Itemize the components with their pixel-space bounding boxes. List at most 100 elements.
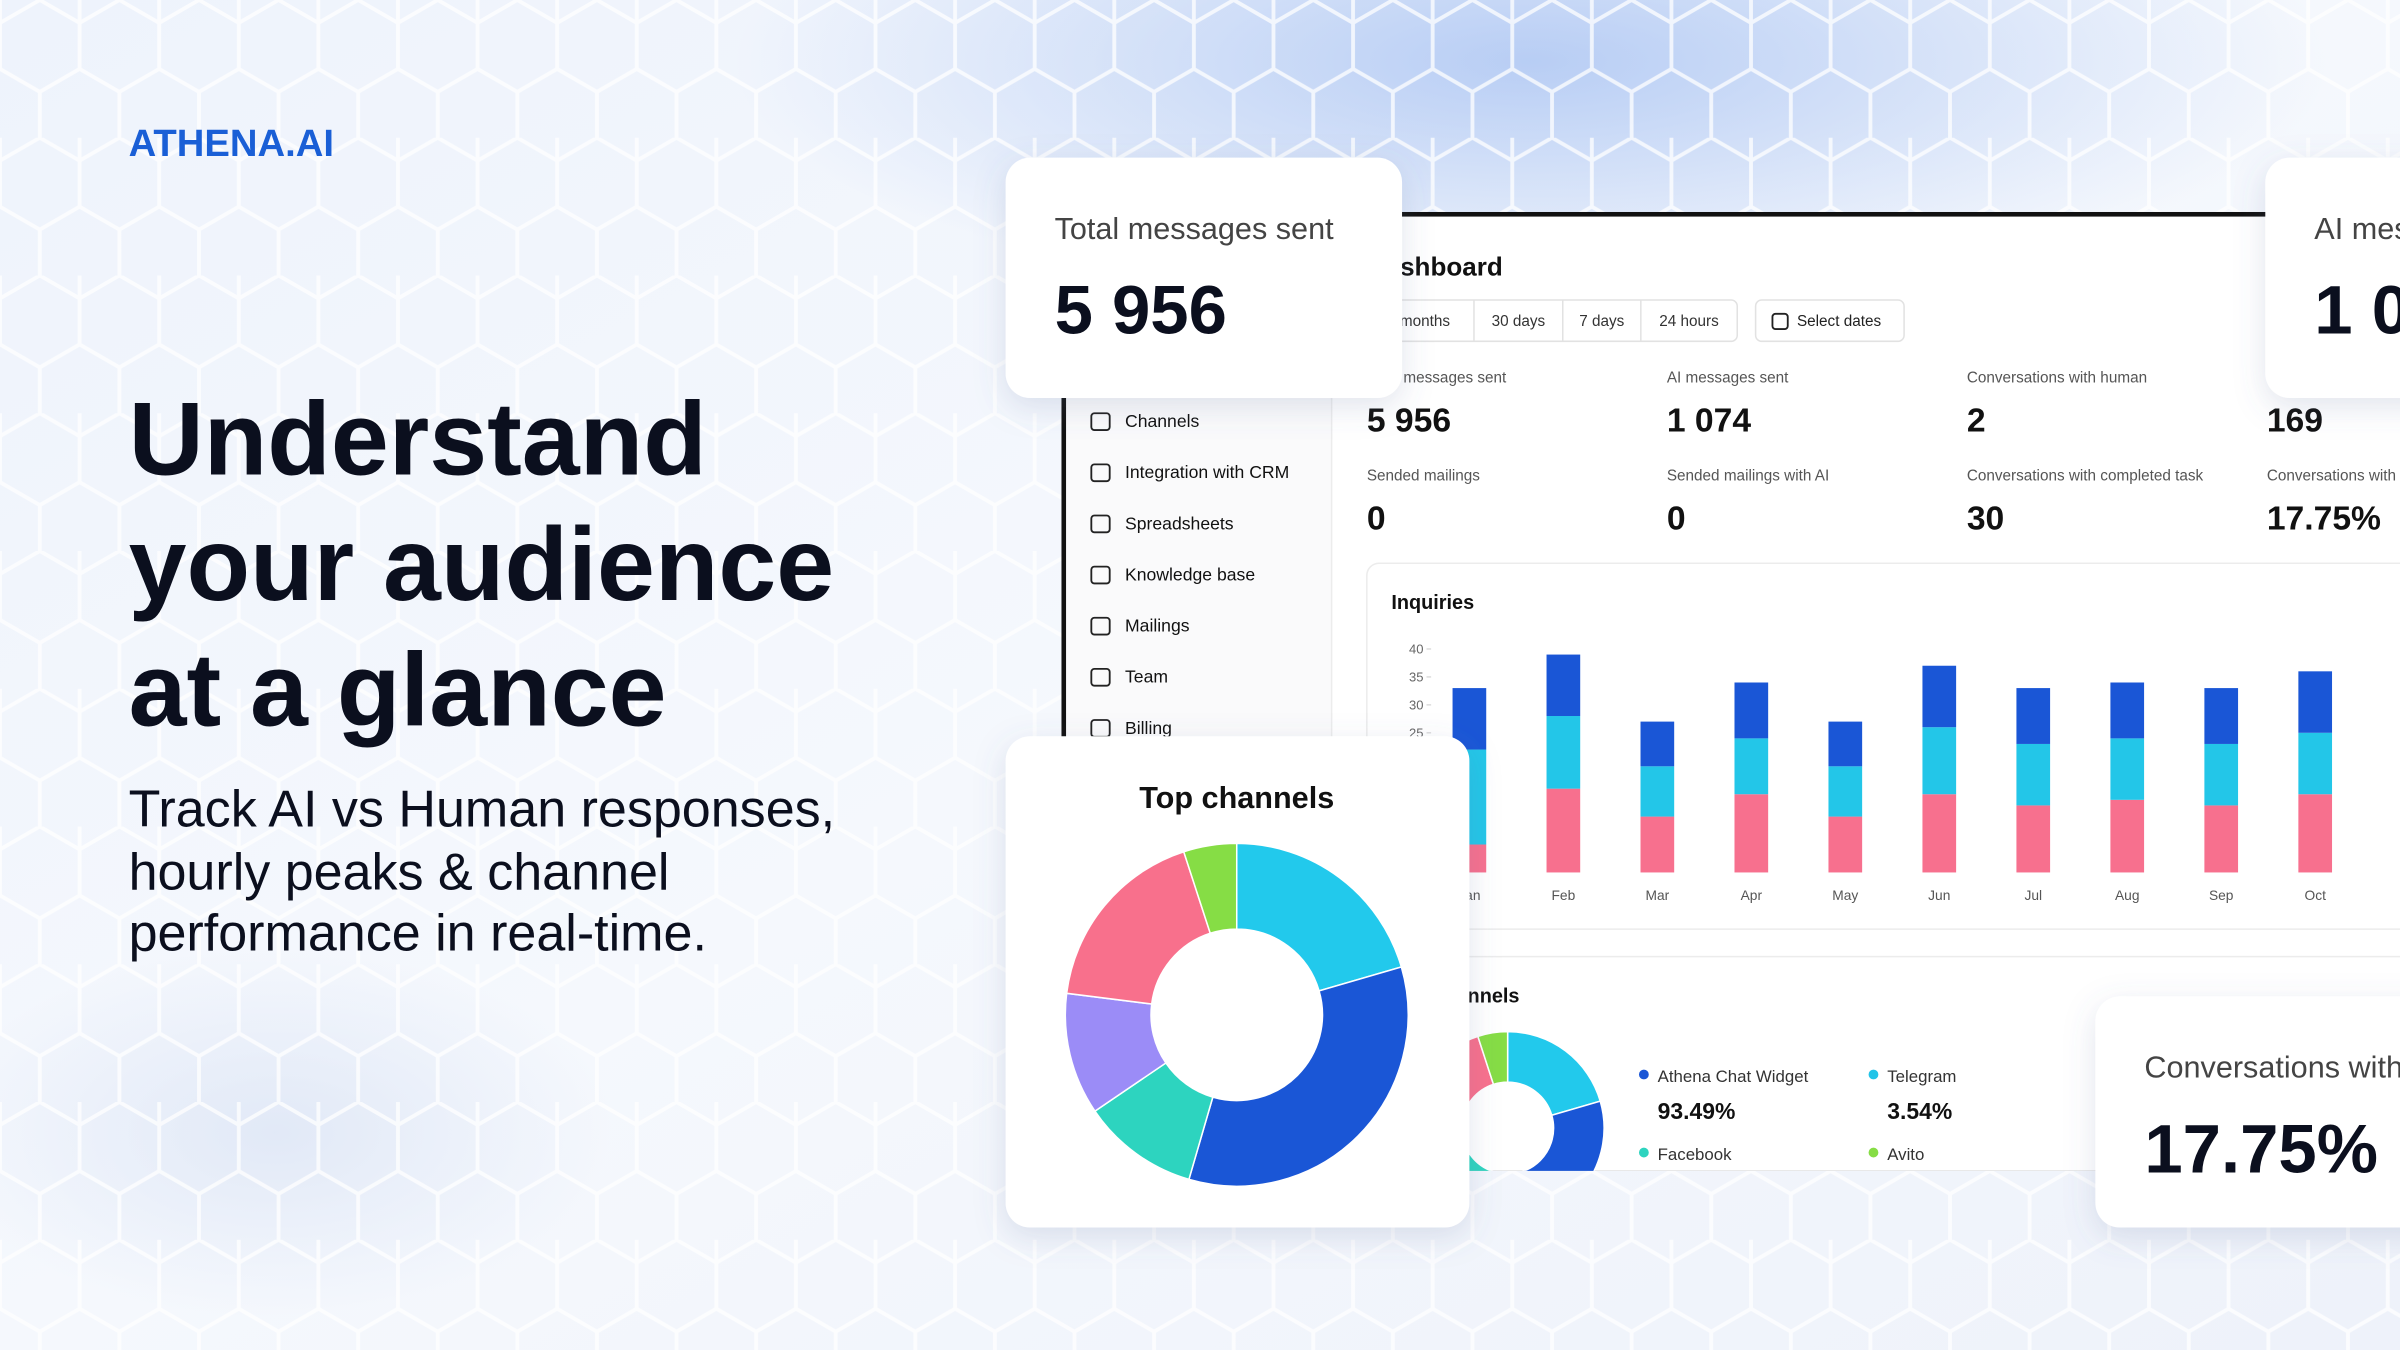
sidebar-item[interactable]: Spreadsheets	[1125, 513, 1234, 533]
y-tick-label: 40	[1409, 642, 1423, 657]
bar-segment	[1546, 716, 1581, 789]
stat-value: 30	[1967, 501, 2004, 538]
stat-card-value: 5 956	[1055, 272, 1227, 349]
bar-segment	[1546, 788, 1581, 873]
legend-dot	[1868, 1147, 1879, 1158]
bar-segment	[1640, 766, 1675, 817]
sidebar-item[interactable]: Channels	[1125, 411, 1200, 431]
stat-label: AI messages sent	[1667, 370, 1789, 387]
donut-segment	[1506, 1030, 1602, 1117]
bar-segment	[2204, 805, 2239, 873]
bar-segment	[1734, 738, 1769, 795]
x-tick-label: Mar	[1645, 888, 1669, 903]
sidebar-item[interactable]: Mailings	[1125, 616, 1190, 636]
donut-segment	[1182, 842, 1238, 935]
stat-card-value: 1 074	[2314, 272, 2400, 349]
stat-card-label: AI messages sent	[2314, 212, 2400, 246]
sidebar-icon	[1090, 565, 1111, 585]
bar-segment	[1640, 721, 1675, 767]
bar-segment	[1452, 688, 1487, 750]
bar-segment	[2110, 799, 2145, 873]
tab[interactable]: 7 days	[1579, 313, 1624, 330]
x-tick-label: Aug	[2115, 888, 2140, 903]
x-tick-label: May	[1832, 888, 1858, 903]
stat-value: 17.75%	[2267, 501, 2381, 538]
stat-card	[2265, 157, 2400, 398]
bar-segment	[1922, 665, 1957, 728]
sidebar-icon	[1090, 514, 1111, 534]
legend-dot	[1868, 1069, 1879, 1080]
card-title: Top channels	[1139, 781, 1334, 815]
bar-segment	[2298, 671, 2333, 733]
stat-card-value: 17.75%	[2144, 1110, 2378, 1187]
stat-value: 169	[2267, 403, 2323, 440]
headline: at a glance	[129, 633, 667, 749]
subheadline: performance in real-time.	[129, 905, 707, 963]
legend-value: 93.49%	[1658, 1098, 1736, 1124]
stat-card	[2095, 996, 2400, 1228]
stat-label: Conversations with human	[1967, 370, 2147, 387]
subheadline: Track AI vs Human responses,	[129, 781, 836, 839]
sidebar-icon	[1090, 463, 1111, 483]
tab[interactable]: 30 days	[1492, 313, 1546, 330]
donut-segment	[1521, 1100, 1605, 1171]
chart-title: Inquiries	[1391, 592, 1474, 614]
bar-segment	[1546, 654, 1581, 717]
stat-label: Conversations with	[2267, 468, 2396, 485]
inquiries-card	[1366, 562, 2400, 930]
bar-segment	[2016, 805, 2051, 873]
headline: your audience	[129, 507, 835, 623]
date-button-label[interactable]: Select dates	[1797, 313, 1882, 330]
x-tick-label: Oct	[2304, 888, 2326, 903]
bar-segment	[2110, 682, 2145, 739]
sidebar-icon	[1090, 667, 1111, 687]
date-button[interactable]	[1754, 299, 1905, 343]
sidebar-item[interactable]: Team	[1125, 667, 1168, 687]
bar-segment	[2204, 688, 2239, 744]
bar-segment	[2110, 738, 2145, 800]
legend-label: Athena Chat Widget	[1658, 1067, 1809, 1086]
headline: Understand	[129, 381, 707, 497]
sidebar-item[interactable]: Billing	[1125, 718, 1172, 738]
stat-label: Sended mailings	[1367, 468, 1480, 485]
donut-segment	[1476, 1030, 1509, 1086]
x-tick-label: Sep	[2209, 888, 2234, 903]
brand: ATHENA.AI	[129, 122, 334, 165]
bar-segment	[1828, 816, 1863, 873]
tab[interactable]: 24 hours	[1659, 313, 1719, 330]
legend-dot	[1638, 1147, 1649, 1158]
bar-segment	[2298, 794, 2333, 873]
stat-value: 5 956	[1367, 403, 1451, 440]
donut-segment	[1065, 850, 1212, 1005]
bar-segment	[1922, 794, 1957, 873]
y-tick-label: 35	[1409, 670, 1423, 685]
bar-segment	[1828, 721, 1863, 767]
bar-segment	[2016, 688, 2051, 744]
calendar-icon	[1771, 312, 1789, 330]
legend-label: Avito	[1887, 1145, 1924, 1164]
stat-value: 2	[1967, 403, 1986, 440]
legend-label: Telegram	[1887, 1067, 1956, 1086]
stat-card	[1005, 157, 1403, 398]
x-tick-label: Apr	[1741, 888, 1763, 903]
x-tick-label: Feb	[1552, 888, 1576, 903]
donut-segment	[1235, 842, 1403, 992]
donut-segment	[1187, 966, 1409, 1187]
sidebar-item[interactable]: Knowledge base	[1125, 564, 1255, 584]
bar-segment	[1734, 682, 1769, 739]
stat-value: 1 074	[1667, 403, 1752, 440]
bar-segment	[2016, 743, 2051, 806]
stat-label: Conversations with completed task	[1967, 468, 2204, 485]
bar-segment	[2298, 732, 2333, 795]
stat-card-label: Total messages sent	[1055, 212, 1335, 246]
x-tick-label: Jul	[2024, 888, 2042, 903]
bar-segment	[1640, 816, 1675, 873]
bar-segment	[1828, 766, 1863, 817]
sidebar-item[interactable]: Integration with CRM	[1125, 462, 1289, 482]
sidebar-icon	[1090, 616, 1111, 636]
x-tick-label: Jun	[1928, 888, 1950, 903]
stat-label: Sended mailings with AI	[1667, 468, 1829, 485]
stat-value: 0	[1367, 501, 1386, 538]
